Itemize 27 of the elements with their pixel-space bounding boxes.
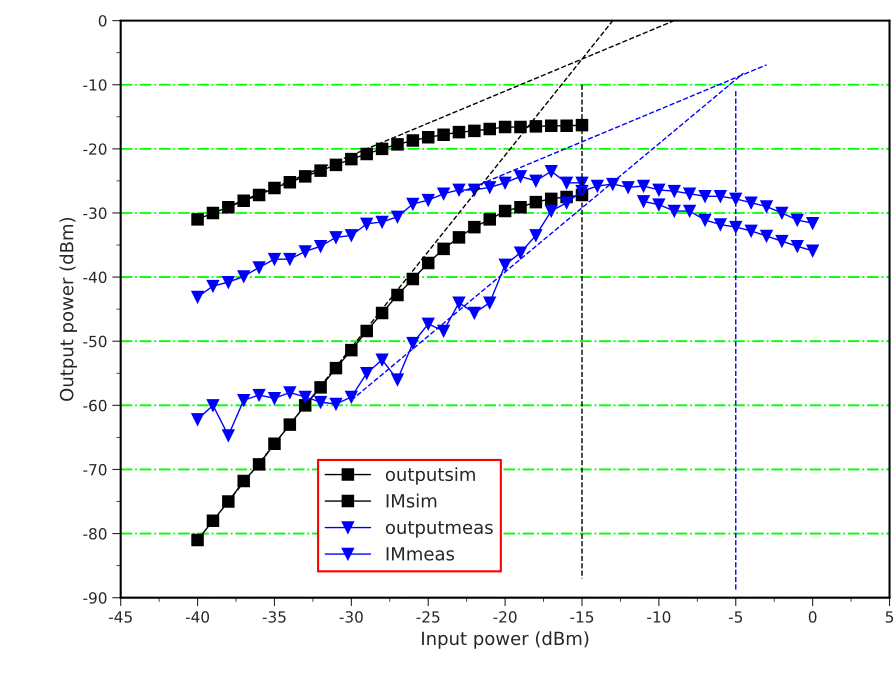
legend-label: IMsim [386,494,436,508]
x-tick-label: -5 [728,611,742,623]
x-tick-label: -10 [647,611,670,623]
legend-label: outputmeas [386,521,493,538]
x-tick-label: 5 [886,611,894,623]
y-tick-label: -30 [83,207,106,219]
y-tick-label: -10 [83,79,106,91]
y-tick-label: -20 [83,143,106,155]
x-tick-label: -45 [108,611,132,623]
x-axis-title: Input power (dBm) [422,631,588,649]
y-tick-label: 0 [98,15,106,27]
legend-label: IMmeas [386,547,454,561]
y-tick-label: -50 [83,336,106,348]
x-tick-label: -20 [493,611,517,623]
x-tick-label: -25 [416,611,440,623]
y-tick-label: -90 [83,592,106,604]
y-axis-title: Output power (dBm) [60,218,77,401]
x-tick-label: -15 [570,611,594,623]
y-tick-label: -80 [83,528,106,540]
legend-label: outputsim [386,467,475,485]
x-tick-label: 0 [808,611,816,623]
y-tick-label: -40 [83,272,106,284]
x-tick-label: -30 [340,611,363,623]
y-tick-label: -70 [83,464,106,476]
x-tick-label: -40 [186,611,210,623]
x-tick-label: -35 [262,611,286,623]
y-tick-label: -60 [83,400,106,412]
